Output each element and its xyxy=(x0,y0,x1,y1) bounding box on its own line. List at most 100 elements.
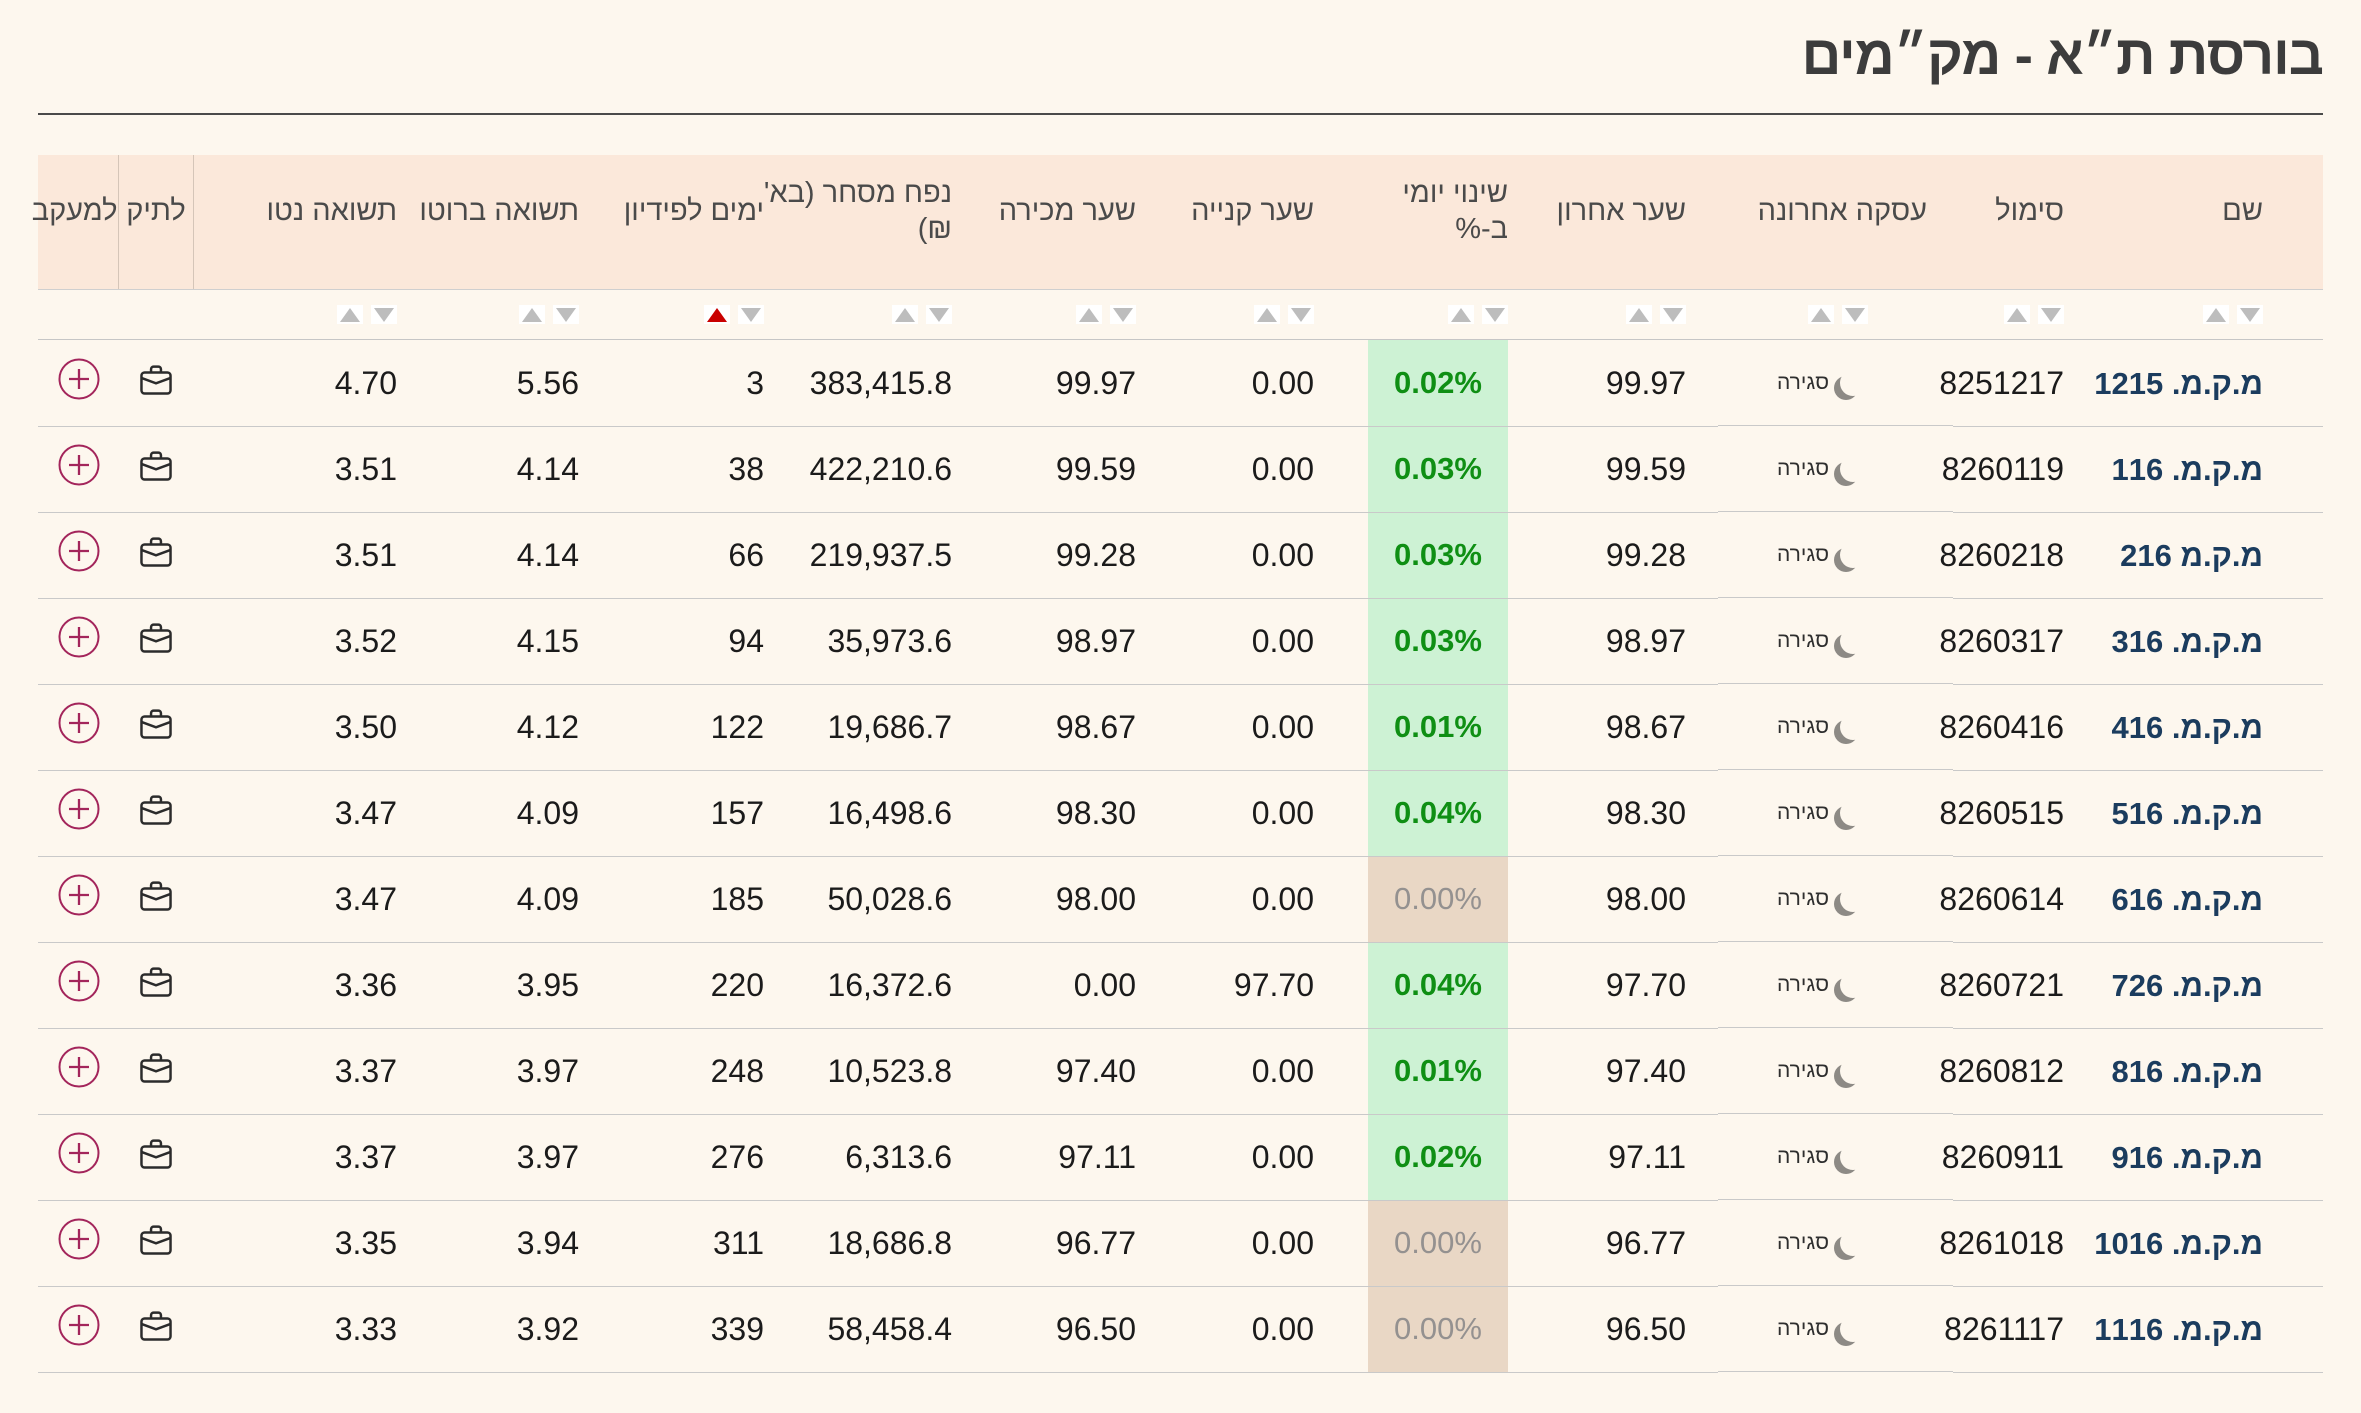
sorter-cell-volume xyxy=(778,289,958,341)
last-trade-cell: סגירה xyxy=(1718,426,1953,513)
sort-desc-icon-name[interactable] xyxy=(2237,305,2263,325)
sort-asc-icon-days[interactable] xyxy=(704,305,730,325)
add-to-portfolio-button[interactable] xyxy=(137,1136,175,1170)
column-header-days[interactable]: ימים לפידיון xyxy=(583,155,778,291)
security-name-link[interactable]: מ.ק.מ. 616 xyxy=(2111,881,2263,917)
sort-control-days[interactable] xyxy=(704,305,764,325)
security-name-link[interactable]: מ.ק.מ 216 xyxy=(2120,537,2263,573)
buy-price-cell: 0.00 xyxy=(1148,1114,1368,1201)
sorter-cell-portfolio xyxy=(118,289,193,341)
security-name-link[interactable]: מ.ק.מ. 416 xyxy=(2111,709,2263,745)
add-to-portfolio-button[interactable] xyxy=(137,620,175,654)
add-to-watchlist-button[interactable] xyxy=(57,357,101,401)
add-to-watchlist-button[interactable] xyxy=(57,1045,101,1089)
briefcase-icon xyxy=(140,1053,172,1084)
add-to-watchlist-button[interactable] xyxy=(57,787,101,831)
sort-asc-icon-trade[interactable] xyxy=(1808,305,1834,325)
column-header-gross[interactable]: תשואה ברוטו xyxy=(403,155,583,291)
sort-asc-icon-net[interactable] xyxy=(337,305,363,325)
sort-desc-icon-net[interactable] xyxy=(371,305,397,325)
sort-control-name[interactable] xyxy=(2203,305,2263,325)
sort-control-sell[interactable] xyxy=(1076,305,1136,325)
add-to-portfolio-button[interactable] xyxy=(137,1308,175,1342)
add-to-watchlist-button[interactable] xyxy=(57,1303,101,1347)
column-header-sell[interactable]: שער מכירה xyxy=(958,155,1148,291)
add-to-portfolio-button[interactable] xyxy=(137,534,175,568)
moon-closing-icon xyxy=(1840,541,1866,568)
add-to-portfolio-button[interactable] xyxy=(137,1222,175,1256)
add-to-portfolio-button[interactable] xyxy=(137,362,175,396)
security-name-link[interactable]: מ.ק.מ. 316 xyxy=(2111,623,2263,659)
column-header-net[interactable]: תשואה נטו xyxy=(193,155,403,291)
days-to-maturity-cell: 94 xyxy=(583,598,778,685)
sort-control-last[interactable] xyxy=(1626,305,1686,325)
gross-yield-cell: 4.14 xyxy=(403,426,583,513)
last-price-cell: 98.97 xyxy=(1508,598,1718,685)
sort-desc-icon-symbol[interactable] xyxy=(2038,305,2064,325)
net-yield-cell: 3.33 xyxy=(193,1286,403,1373)
sort-control-trade[interactable] xyxy=(1808,305,1868,325)
security-name-link[interactable]: מ.ק.מ. 1016 xyxy=(2094,1225,2263,1261)
sort-desc-icon-change[interactable] xyxy=(1482,305,1508,325)
security-name-link[interactable]: מ.ק.מ. 116 xyxy=(2111,451,2263,487)
gross-yield-cell: 3.94 xyxy=(403,1200,583,1287)
add-to-portfolio-button[interactable] xyxy=(137,878,175,912)
sort-desc-icon-buy[interactable] xyxy=(1288,305,1314,325)
sort-asc-icon-buy[interactable] xyxy=(1254,305,1280,325)
symbol-cell: 8260614 xyxy=(1939,856,2138,943)
security-name-link[interactable]: מ.ק.מ. 1215 xyxy=(2094,365,2263,401)
briefcase-icon xyxy=(140,365,172,395)
column-header-change[interactable]: שינוי יומי ב-% xyxy=(1368,155,1508,291)
sort-asc-icon-symbol[interactable] xyxy=(2004,305,2030,325)
sort-desc-icon-days[interactable] xyxy=(738,305,764,325)
column-header-trade[interactable]: עסקה אחרונה xyxy=(1718,155,1953,291)
sort-asc-icon-volume[interactable] xyxy=(892,305,918,325)
add-to-watchlist-button[interactable] xyxy=(57,873,101,917)
sort-asc-icon-sell[interactable] xyxy=(1076,305,1102,325)
add-to-watchlist-button[interactable] xyxy=(57,615,101,659)
add-to-watchlist-button[interactable] xyxy=(57,701,101,745)
name-cell: מ.ק.מ. 916 xyxy=(2112,1114,2323,1201)
security-name-link[interactable]: מ.ק.מ. 916 xyxy=(2111,1139,2263,1175)
net-yield-cell: 4.70 xyxy=(193,339,403,427)
volume-cell: 35,973.6 xyxy=(778,598,958,685)
sort-control-net[interactable] xyxy=(337,305,397,325)
add-to-portfolio-button[interactable] xyxy=(137,706,175,740)
buy-price-cell: 0.00 xyxy=(1148,770,1368,857)
sort-asc-icon-last[interactable] xyxy=(1626,305,1652,325)
sort-desc-icon-trade[interactable] xyxy=(1842,305,1868,325)
sort-asc-icon-change[interactable] xyxy=(1448,305,1474,325)
sort-control-buy[interactable] xyxy=(1254,305,1314,325)
sort-control-change[interactable] xyxy=(1448,305,1508,325)
sort-control-symbol[interactable] xyxy=(2004,305,2064,325)
add-to-portfolio-button[interactable] xyxy=(137,1050,175,1084)
sort-asc-icon-gross[interactable] xyxy=(519,305,545,325)
security-name-link[interactable]: מ.ק.מ. 516 xyxy=(2111,795,2263,831)
add-to-portfolio-button[interactable] xyxy=(137,448,175,482)
add-to-watchlist-button[interactable] xyxy=(57,443,101,487)
sort-control-volume[interactable] xyxy=(892,305,952,325)
sell-price-cell: 96.77 xyxy=(958,1200,1148,1287)
add-to-portfolio-button[interactable] xyxy=(137,792,175,826)
volume-cell: 50,028.6 xyxy=(778,856,958,943)
security-name-link[interactable]: מ.ק.מ. 1116 xyxy=(2094,1311,2263,1347)
sort-asc-icon-name[interactable] xyxy=(2203,305,2229,325)
add-to-watchlist-button[interactable] xyxy=(57,959,101,1003)
column-header-buy[interactable]: שער קנייה xyxy=(1148,155,1368,291)
add-to-portfolio-button[interactable] xyxy=(137,964,175,998)
column-header-volume[interactable]: נפח מסחר (בא' ₪) xyxy=(764,155,958,291)
column-header-last[interactable]: שער אחרון xyxy=(1508,155,1718,291)
column-header-name[interactable]: שם xyxy=(2138,155,2323,291)
add-to-watchlist-button[interactable] xyxy=(57,1217,101,1261)
sort-desc-icon-sell[interactable] xyxy=(1110,305,1136,325)
sort-desc-icon-gross[interactable] xyxy=(553,305,579,325)
add-to-watchlist-button[interactable] xyxy=(57,1131,101,1175)
sort-desc-icon-last[interactable] xyxy=(1660,305,1686,325)
column-header-symbol[interactable]: סימול xyxy=(1953,155,2138,291)
sort-control-gross[interactable] xyxy=(519,305,579,325)
sort-desc-icon-volume[interactable] xyxy=(926,305,952,325)
security-name-link[interactable]: מ.ק.מ. 726 xyxy=(2111,967,2263,1003)
security-name-link[interactable]: מ.ק.מ. 816 xyxy=(2111,1053,2263,1089)
sort-asc-icon xyxy=(1629,308,1649,323)
add-to-watchlist-button[interactable] xyxy=(57,529,101,573)
